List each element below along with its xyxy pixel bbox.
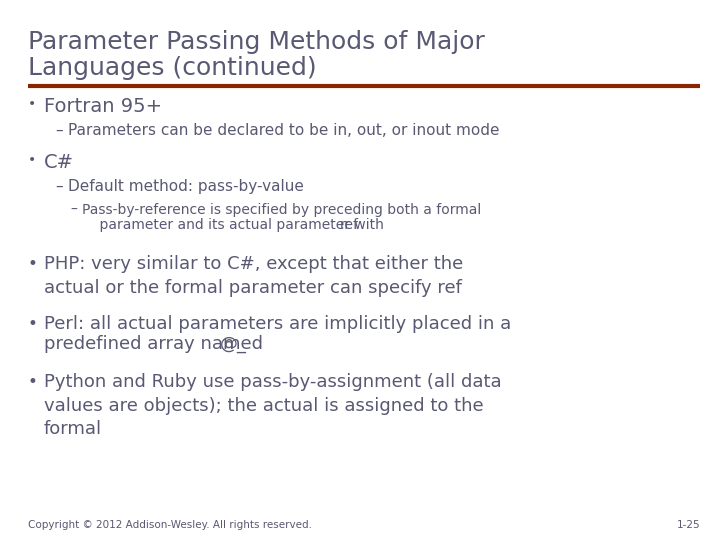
Text: Parameter Passing Methods of Major: Parameter Passing Methods of Major (28, 30, 485, 54)
Text: C#: C# (44, 153, 74, 172)
Text: –: – (55, 123, 63, 138)
Text: Perl: all actual parameters are implicitly placed in a: Perl: all actual parameters are implicit… (44, 315, 511, 333)
Text: •: • (28, 153, 36, 167)
Text: •: • (28, 97, 36, 111)
Text: Languages (continued): Languages (continued) (28, 56, 317, 80)
Text: PHP: very similar to C#, except that either the
actual or the formal parameter c: PHP: very similar to C#, except that eit… (44, 255, 463, 296)
Text: 1-25: 1-25 (676, 520, 700, 530)
Text: ref: ref (339, 218, 359, 232)
Text: @_: @_ (220, 335, 247, 353)
Text: •: • (28, 373, 38, 391)
Text: Fortran 95+: Fortran 95+ (44, 97, 162, 116)
Text: Default method: pass-by-value: Default method: pass-by-value (68, 179, 304, 194)
Text: predefined array named: predefined array named (44, 335, 269, 353)
Text: –: – (70, 203, 77, 217)
Text: parameter and its actual parameter with: parameter and its actual parameter with (82, 218, 388, 232)
Text: •: • (28, 315, 38, 333)
Text: Copyright © 2012 Addison-Wesley. All rights reserved.: Copyright © 2012 Addison-Wesley. All rig… (28, 520, 312, 530)
Text: Pass-by-reference is specified by preceding both a formal: Pass-by-reference is specified by preced… (82, 203, 481, 217)
Text: –: – (55, 179, 63, 194)
Text: Parameters can be declared to be in, out, or inout mode: Parameters can be declared to be in, out… (68, 123, 500, 138)
Text: Python and Ruby use pass-by-assignment (all data
values are objects); the actual: Python and Ruby use pass-by-assignment (… (44, 373, 502, 438)
Text: •: • (28, 255, 38, 273)
